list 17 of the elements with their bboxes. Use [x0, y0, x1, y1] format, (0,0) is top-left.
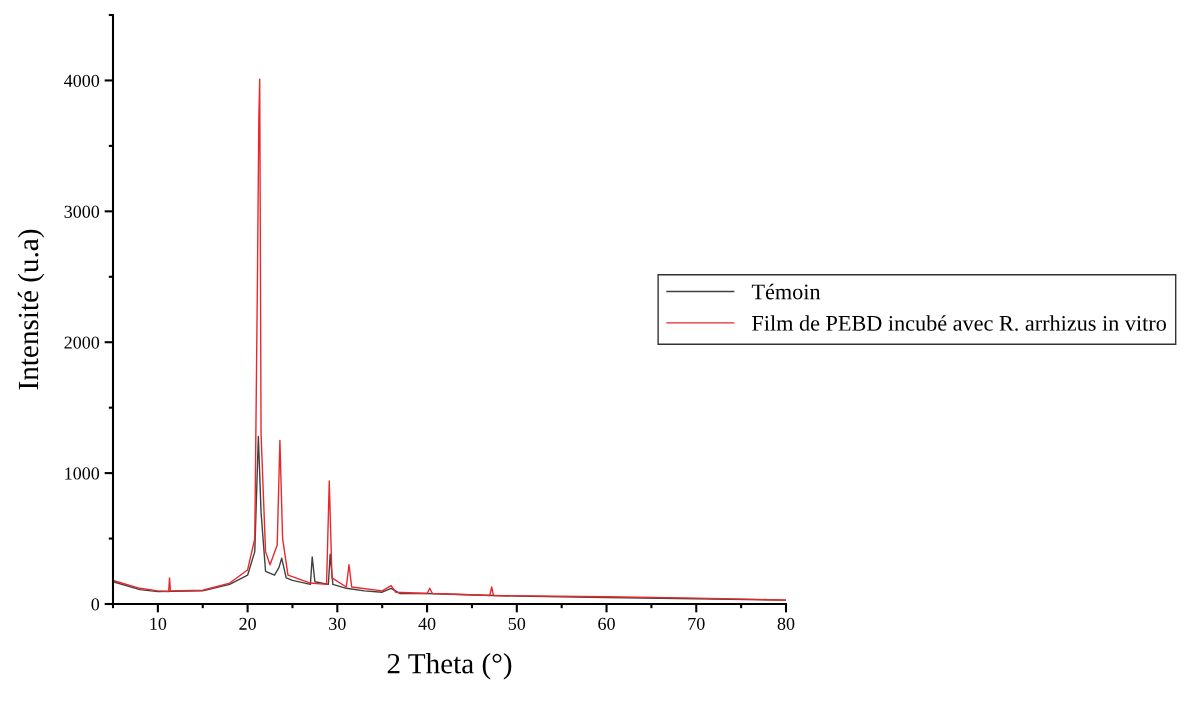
y-tick-label: 3000	[64, 205, 100, 218]
x-tick-label: 30	[329, 617, 346, 630]
y-tick-label: 4000	[64, 74, 100, 87]
y-tick-label: 0	[91, 598, 100, 611]
x-axis-title: 2 Theta (°)	[387, 653, 512, 680]
y-tick-label: 1000	[65, 467, 100, 480]
y-tick-label: 2000	[64, 336, 100, 349]
x-tick-label: 60	[598, 617, 615, 630]
legend-label: Témoin	[751, 283, 821, 300]
y-axis-title: Intensité (u.a)	[17, 229, 45, 390]
x-tick-label: 80	[777, 617, 795, 630]
x-tick-label: 20	[239, 617, 256, 630]
x-tick-label: 10	[150, 617, 167, 630]
x-tick-label: 70	[688, 617, 705, 630]
legend-label: Film de PEBD incubé avec R. arrhizus in vitro	[752, 315, 1166, 331]
x-tick-label: 50	[508, 617, 526, 630]
x-tick-label: 40	[418, 617, 436, 630]
